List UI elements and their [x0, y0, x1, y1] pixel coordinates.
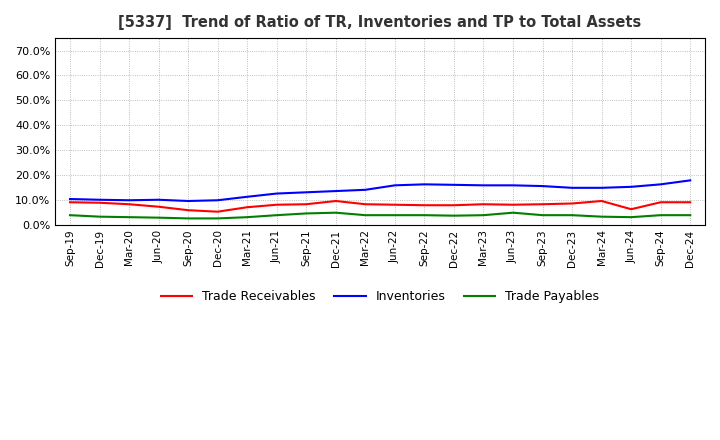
Trade Receivables: [272, 202, 281, 207]
Trade Payables: [331, 210, 340, 215]
Trade Receivables: [598, 198, 606, 204]
Trade Payables: [361, 213, 369, 218]
Trade Payables: [66, 213, 74, 218]
Trade Payables: [449, 213, 458, 218]
Trade Payables: [509, 210, 518, 215]
Trade Receivables: [125, 202, 133, 207]
Inventories: [302, 190, 310, 195]
Inventories: [154, 197, 163, 202]
Trade Receivables: [480, 202, 488, 207]
Inventories: [598, 185, 606, 191]
Trade Receivables: [390, 202, 399, 207]
Trade Payables: [657, 213, 665, 218]
Trade Receivables: [95, 200, 104, 205]
Trade Payables: [420, 213, 428, 218]
Trade Payables: [184, 216, 192, 221]
Inventories: [66, 196, 74, 202]
Trade Receivables: [361, 202, 369, 207]
Inventories: [272, 191, 281, 196]
Trade Receivables: [331, 198, 340, 204]
Inventories: [568, 185, 577, 191]
Inventories: [390, 183, 399, 188]
Trade Payables: [568, 213, 577, 218]
Trade Receivables: [657, 200, 665, 205]
Line: Trade Payables: Trade Payables: [70, 213, 690, 218]
Trade Payables: [125, 215, 133, 220]
Trade Payables: [95, 214, 104, 219]
Inventories: [243, 194, 251, 199]
Trade Receivables: [509, 202, 518, 207]
Trade Payables: [627, 215, 636, 220]
Trade Receivables: [66, 200, 74, 205]
Inventories: [509, 183, 518, 188]
Trade Receivables: [539, 202, 547, 207]
Trade Receivables: [213, 209, 222, 214]
Inventories: [480, 183, 488, 188]
Trade Payables: [390, 213, 399, 218]
Trade Payables: [272, 213, 281, 218]
Inventories: [539, 183, 547, 189]
Line: Trade Receivables: Trade Receivables: [70, 201, 690, 212]
Inventories: [449, 182, 458, 187]
Inventories: [184, 198, 192, 204]
Trade Receivables: [686, 200, 695, 205]
Inventories: [657, 182, 665, 187]
Inventories: [95, 197, 104, 202]
Trade Receivables: [420, 202, 428, 208]
Trade Payables: [243, 215, 251, 220]
Trade Receivables: [154, 204, 163, 209]
Inventories: [627, 184, 636, 190]
Trade Receivables: [449, 202, 458, 208]
Trade Receivables: [627, 206, 636, 212]
Inventories: [686, 178, 695, 183]
Inventories: [125, 198, 133, 203]
Trade Payables: [154, 215, 163, 220]
Trade Receivables: [302, 202, 310, 207]
Trade Receivables: [184, 208, 192, 213]
Trade Payables: [686, 213, 695, 218]
Legend: Trade Receivables, Inventories, Trade Payables: Trade Receivables, Inventories, Trade Pa…: [156, 285, 604, 308]
Trade Payables: [302, 211, 310, 216]
Trade Payables: [213, 216, 222, 221]
Inventories: [420, 182, 428, 187]
Trade Receivables: [243, 205, 251, 210]
Trade Payables: [539, 213, 547, 218]
Inventories: [331, 188, 340, 194]
Trade Payables: [480, 213, 488, 218]
Inventories: [213, 198, 222, 203]
Trade Receivables: [568, 201, 577, 206]
Trade Payables: [598, 214, 606, 219]
Title: [5337]  Trend of Ratio of TR, Inventories and TP to Total Assets: [5337] Trend of Ratio of TR, Inventories…: [119, 15, 642, 30]
Inventories: [361, 187, 369, 192]
Line: Inventories: Inventories: [70, 180, 690, 201]
